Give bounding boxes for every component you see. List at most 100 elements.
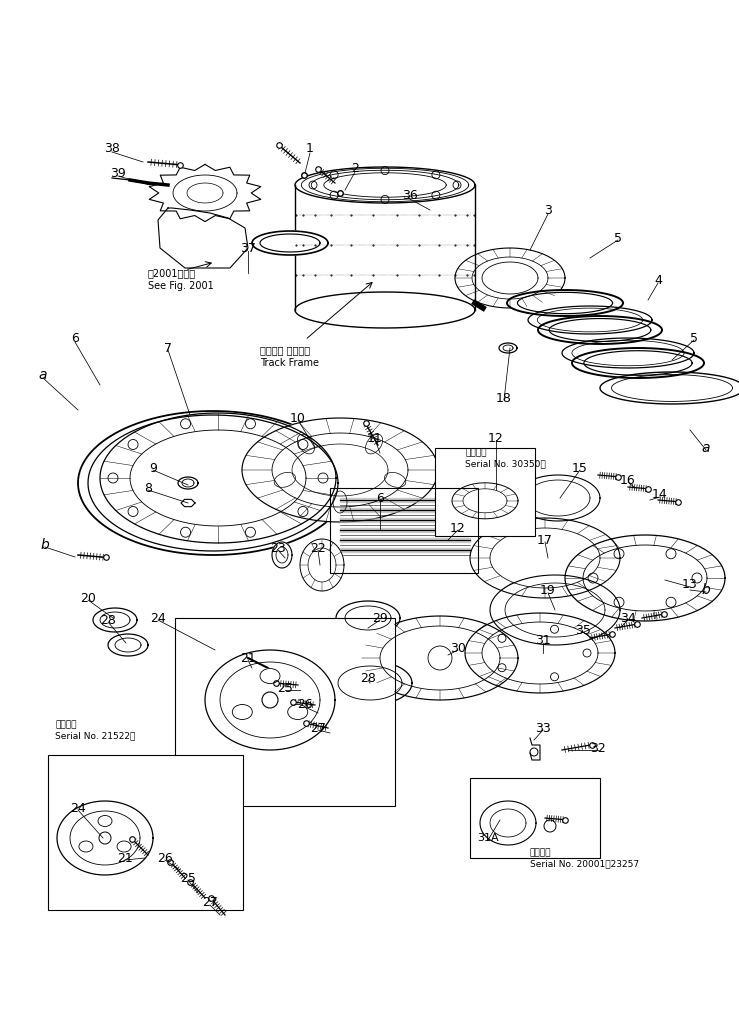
Ellipse shape	[117, 841, 131, 852]
Text: 30: 30	[450, 642, 466, 654]
Polygon shape	[205, 650, 335, 750]
Text: 12: 12	[450, 522, 466, 535]
Text: b: b	[701, 583, 710, 597]
Text: 適用番号
Serial No. 20001～23257: 適用番号 Serial No. 20001～23257	[530, 848, 639, 869]
Polygon shape	[600, 372, 739, 404]
Text: a: a	[38, 368, 47, 382]
Polygon shape	[93, 608, 137, 632]
Polygon shape	[538, 316, 662, 344]
Polygon shape	[295, 167, 475, 203]
Bar	[470, 777, 600, 858]
Polygon shape	[295, 185, 475, 310]
Polygon shape	[100, 413, 336, 543]
Text: 28: 28	[100, 613, 116, 627]
Polygon shape	[465, 613, 615, 693]
Polygon shape	[452, 483, 518, 519]
Text: 33: 33	[535, 721, 551, 735]
Text: 12: 12	[488, 431, 504, 444]
Text: 1: 1	[306, 142, 314, 155]
Text: 16: 16	[620, 474, 636, 486]
Ellipse shape	[79, 841, 93, 852]
Text: 29: 29	[372, 611, 388, 625]
Text: 20: 20	[80, 591, 96, 604]
Text: 10: 10	[290, 412, 306, 425]
Text: 23: 23	[270, 541, 286, 554]
Polygon shape	[528, 306, 652, 334]
Text: 4: 4	[654, 273, 662, 286]
Text: 27: 27	[202, 897, 218, 910]
Ellipse shape	[98, 815, 112, 826]
Polygon shape	[565, 535, 725, 621]
Ellipse shape	[260, 668, 280, 684]
Text: 5: 5	[690, 331, 698, 344]
Polygon shape	[490, 575, 620, 645]
Polygon shape	[340, 538, 470, 542]
Polygon shape	[78, 411, 348, 555]
Text: 第2001図参照
See Fig. 2001: 第2001図参照 See Fig. 2001	[148, 268, 214, 291]
Polygon shape	[108, 634, 148, 656]
Text: 34: 34	[620, 611, 636, 625]
Text: 35: 35	[575, 624, 591, 637]
Text: 15: 15	[572, 462, 588, 475]
Polygon shape	[516, 475, 600, 521]
Polygon shape	[336, 601, 400, 635]
Polygon shape	[295, 292, 475, 328]
Text: 6: 6	[376, 491, 384, 504]
Text: 適用番号
Serial No. 30350～: 適用番号 Serial No. 30350～	[465, 448, 545, 469]
Text: 27: 27	[310, 721, 326, 735]
Polygon shape	[252, 231, 328, 255]
Text: 18: 18	[496, 391, 512, 405]
Bar	[435, 448, 535, 536]
Bar	[330, 488, 478, 573]
Text: 14: 14	[652, 488, 668, 501]
Text: 32: 32	[590, 742, 606, 754]
Polygon shape	[572, 348, 704, 378]
Polygon shape	[480, 801, 536, 845]
Text: 26: 26	[157, 852, 173, 864]
Text: 3: 3	[544, 204, 552, 216]
Text: 8: 8	[144, 482, 152, 494]
Polygon shape	[455, 248, 565, 308]
Text: 38: 38	[104, 142, 120, 155]
Text: 6: 6	[71, 331, 79, 344]
Text: 39: 39	[110, 166, 126, 179]
Polygon shape	[499, 343, 517, 353]
Text: 28: 28	[360, 672, 376, 685]
Ellipse shape	[287, 704, 307, 719]
Polygon shape	[562, 338, 694, 368]
Text: 13: 13	[682, 579, 698, 591]
Polygon shape	[362, 616, 518, 700]
Text: 適用番号
Serial No. 21522～: 適用番号 Serial No. 21522～	[55, 720, 135, 741]
Polygon shape	[181, 499, 195, 506]
Text: 11: 11	[367, 431, 383, 444]
Text: トラック フレーム
Track Frame: トラック フレーム Track Frame	[260, 345, 319, 368]
Text: 22: 22	[310, 541, 326, 554]
Text: 5: 5	[614, 231, 622, 245]
Polygon shape	[328, 661, 412, 705]
Polygon shape	[178, 477, 198, 489]
Text: 21: 21	[117, 852, 133, 864]
Text: 2: 2	[351, 161, 359, 174]
Text: 7: 7	[164, 341, 172, 355]
Polygon shape	[340, 548, 470, 552]
Text: 9: 9	[149, 462, 157, 475]
Polygon shape	[340, 518, 470, 522]
Polygon shape	[470, 518, 620, 598]
Polygon shape	[242, 418, 438, 522]
Bar	[48, 755, 243, 910]
Text: a: a	[702, 441, 710, 455]
Text: 31A: 31A	[477, 833, 499, 843]
Text: 26: 26	[297, 698, 313, 711]
Text: 17: 17	[537, 534, 553, 546]
Ellipse shape	[232, 704, 252, 719]
Text: 31: 31	[535, 634, 551, 646]
Polygon shape	[507, 290, 623, 316]
Text: 24: 24	[150, 611, 166, 625]
Text: 19: 19	[540, 584, 556, 596]
Polygon shape	[300, 539, 344, 591]
Text: 24: 24	[70, 802, 86, 814]
Polygon shape	[272, 542, 292, 568]
Text: 25: 25	[277, 682, 293, 695]
Polygon shape	[340, 498, 470, 502]
Polygon shape	[57, 801, 153, 875]
